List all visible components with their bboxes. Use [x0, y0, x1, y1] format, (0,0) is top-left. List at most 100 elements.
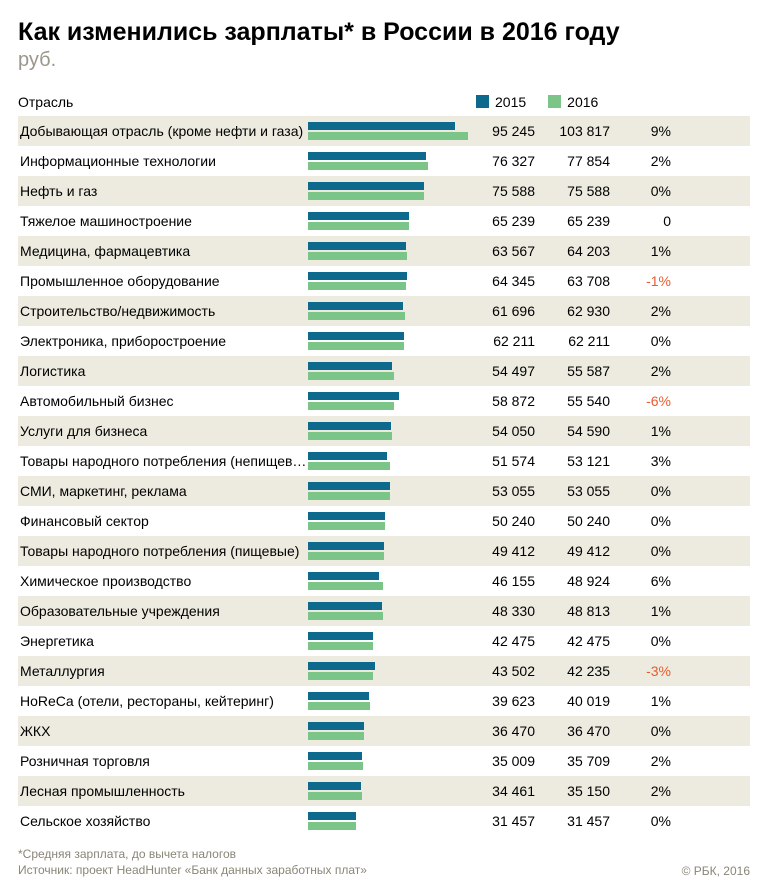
row-pct: -3%: [618, 663, 683, 679]
row-value-2016: 35 150: [543, 783, 618, 799]
table-row: Нефть и газ75 58875 5880%: [18, 176, 750, 206]
bar-2015: [308, 482, 390, 490]
bar-2016: [308, 762, 363, 770]
row-pct: 1%: [618, 423, 683, 439]
bar-2016: [308, 372, 394, 380]
row-bars: [308, 542, 468, 560]
bar-2015: [308, 782, 361, 790]
row-bars: [308, 572, 468, 590]
bar-2015: [308, 452, 387, 460]
table-row: Розничная торговля35 00935 7092%: [18, 746, 750, 776]
table-row: Химическое производство46 15548 9246%: [18, 566, 750, 596]
row-pct: 1%: [618, 693, 683, 709]
row-value-2016: 77 854: [543, 153, 618, 169]
table-row: Товары народного потребления (пищевые) 49…: [18, 536, 750, 566]
row-value-2015: 42 475: [468, 633, 543, 649]
row-bars: [308, 662, 468, 680]
table-row: Металлургия43 50242 235-3%: [18, 656, 750, 686]
bar-2016: [308, 582, 383, 590]
bar-2015: [308, 302, 403, 310]
row-value-2015: 43 502: [468, 663, 543, 679]
row-value-2015: 54 497: [468, 363, 543, 379]
row-value-2016: 65 239: [543, 213, 618, 229]
row-label: Металлургия: [18, 663, 308, 679]
row-bars: [308, 302, 468, 320]
bar-2015: [308, 512, 385, 520]
row-label: Информационные технологии: [18, 153, 308, 169]
row-value-2015: 65 239: [468, 213, 543, 229]
bar-2016: [308, 192, 424, 200]
bar-2016: [308, 792, 362, 800]
row-value-2015: 64 345: [468, 273, 543, 289]
row-value-2016: 63 708: [543, 273, 618, 289]
row-bars: [308, 722, 468, 740]
table-row: Информационные технологии76 32777 8542%: [18, 146, 750, 176]
row-value-2016: 42 475: [543, 633, 618, 649]
row-label: Тяжелое машиностроение: [18, 213, 308, 229]
row-label: Нефть и газ: [18, 183, 308, 199]
bar-2015: [308, 632, 373, 640]
bar-2015: [308, 662, 375, 670]
row-label: Услуги для бизнеса: [18, 423, 308, 439]
row-pct: 6%: [618, 573, 683, 589]
bar-2015: [308, 152, 426, 160]
table-row: Тяжелое машиностроение65 23965 2390: [18, 206, 750, 236]
row-label: Строительство/недвижимость: [18, 303, 308, 319]
bar-2015: [308, 602, 382, 610]
row-bars: [308, 692, 468, 710]
row-value-2015: 48 330: [468, 603, 543, 619]
table-row: Товары народного потребления (непищевые)…: [18, 446, 750, 476]
bar-2016: [308, 702, 370, 710]
bar-2016: [308, 552, 384, 560]
bar-2016: [308, 432, 392, 440]
row-value-2016: 49 412: [543, 543, 618, 559]
row-value-2016: 48 924: [543, 573, 618, 589]
row-label: Финансовый сектор: [18, 513, 308, 529]
row-value-2016: 62 211: [543, 333, 618, 349]
row-value-2016: 55 587: [543, 363, 618, 379]
row-pct: 0%: [618, 483, 683, 499]
row-value-2015: 75 588: [468, 183, 543, 199]
bar-2015: [308, 572, 379, 580]
row-value-2016: 54 590: [543, 423, 618, 439]
bar-2015: [308, 242, 406, 250]
row-label: ЖКХ: [18, 723, 308, 739]
row-pct: 0%: [618, 183, 683, 199]
table-row: Лесная промышленность34 46135 1502%: [18, 776, 750, 806]
table-row: Финансовый сектор50 24050 2400%: [18, 506, 750, 536]
credit: © РБК, 2016: [682, 864, 750, 878]
row-bars: [308, 812, 468, 830]
row-bars: [308, 632, 468, 650]
row-pct: 0%: [618, 633, 683, 649]
table-row: Энергетика42 47542 4750%: [18, 626, 750, 656]
legend-2015: 2015: [476, 94, 526, 110]
bar-2016: [308, 132, 468, 140]
row-value-2015: 34 461: [468, 783, 543, 799]
table-row: Электроника, приборостроение62 21162 211…: [18, 326, 750, 356]
row-label: Сельское хозяйство: [18, 813, 308, 829]
row-label: Автомобильный бизнес: [18, 393, 308, 409]
row-label: HoReCa (отели, рестораны, кейтеринг): [18, 693, 308, 709]
bar-2015: [308, 812, 356, 820]
row-value-2016: 50 240: [543, 513, 618, 529]
row-pct: 0%: [618, 333, 683, 349]
row-value-2015: 58 872: [468, 393, 543, 409]
table-row: СМИ, маркетинг, реклама53 05553 0550%: [18, 476, 750, 506]
row-value-2015: 62 211: [468, 333, 543, 349]
row-value-2015: 51 574: [468, 453, 543, 469]
row-pct: 0%: [618, 723, 683, 739]
row-label: Товары народного потребления (пищевые): [18, 543, 308, 559]
row-label: Логистика: [18, 363, 308, 379]
row-pct: 2%: [618, 783, 683, 799]
row-value-2015: 39 623: [468, 693, 543, 709]
table-row: Строительство/недвижимость61 69662 9302%: [18, 296, 750, 326]
table-row: Автомобильный бизнес58 87255 540-6%: [18, 386, 750, 416]
row-bars: [308, 152, 468, 170]
bar-2015: [308, 182, 424, 190]
row-value-2015: 46 155: [468, 573, 543, 589]
row-pct: 2%: [618, 363, 683, 379]
bar-2016: [308, 822, 356, 830]
row-value-2016: 40 019: [543, 693, 618, 709]
row-bars: [308, 422, 468, 440]
bar-2016: [308, 522, 385, 530]
